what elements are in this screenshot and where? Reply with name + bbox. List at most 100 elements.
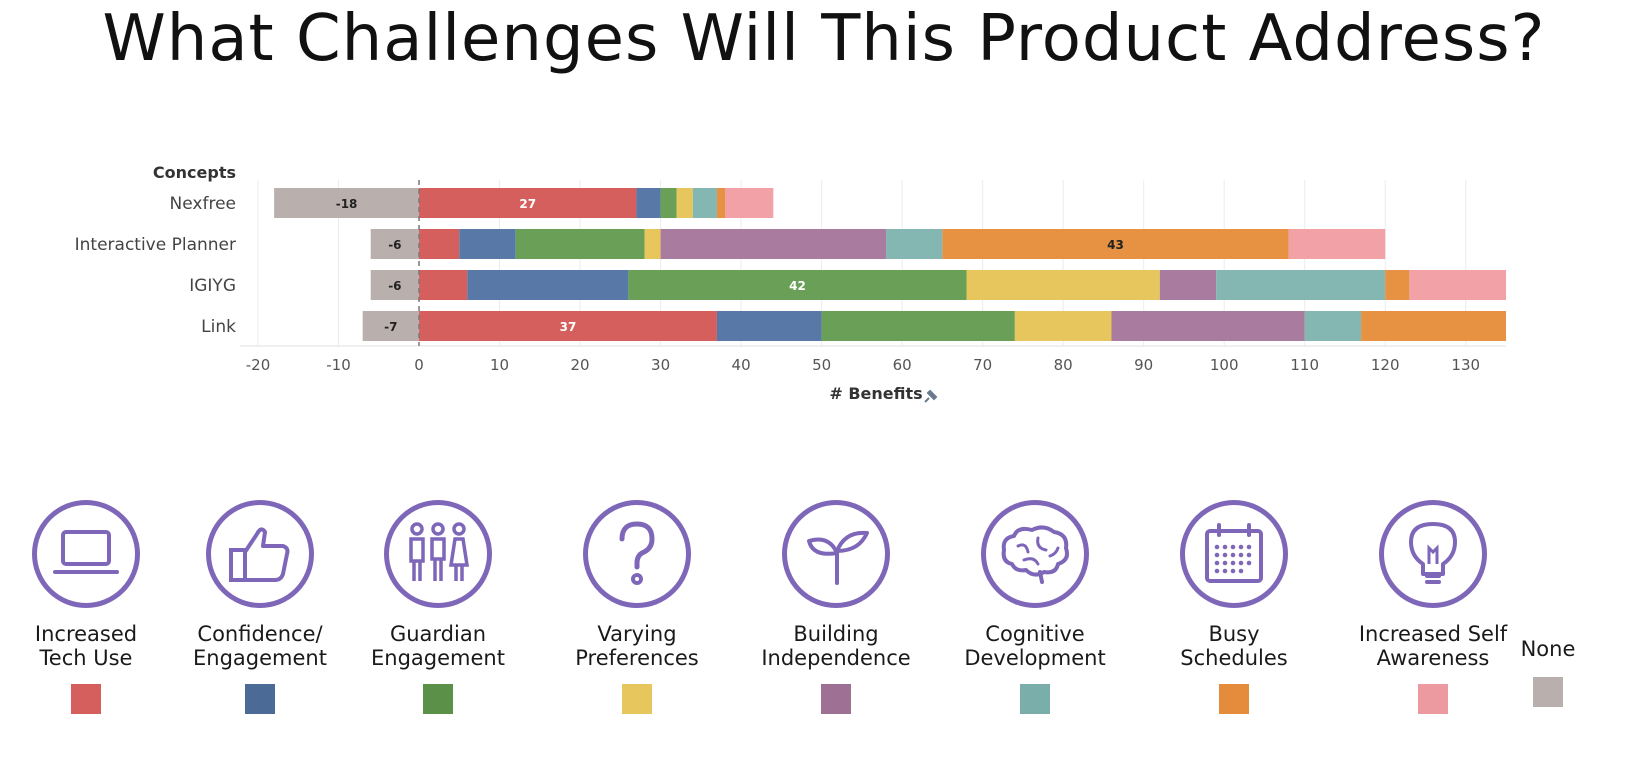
legend-swatch <box>245 684 275 714</box>
legend-item-cognitive: Cognitive Development <box>935 500 1135 714</box>
legend-swatch <box>1219 684 1249 714</box>
x-tick-label: 10 <box>490 356 509 374</box>
x-tick-label: 100 <box>1210 356 1239 374</box>
thumbs-up-icon <box>206 500 314 608</box>
lightbulb-icon <box>1379 500 1487 608</box>
legend-label: Increased Tech Use <box>34 622 138 670</box>
bar-segment <box>716 188 725 218</box>
legend-item-independence: Building Independence <box>736 500 936 714</box>
x-tick-label: 130 <box>1451 356 1480 374</box>
bar-segment <box>1159 270 1217 300</box>
legend-item-tech-use: Increased Tech Use <box>0 500 186 714</box>
x-tick-label: 110 <box>1290 356 1319 374</box>
data-label: 37 <box>560 320 577 334</box>
bar-segment <box>274 188 420 218</box>
x-tick-label: 90 <box>1134 356 1153 374</box>
bar-segment <box>942 229 1289 259</box>
bar-segment <box>515 229 645 259</box>
legend-label: Building Independence <box>761 622 911 670</box>
bar-segment <box>1288 229 1386 259</box>
bar-segment <box>1409 270 1506 300</box>
bar-segment <box>660 229 887 259</box>
bar-segment <box>370 229 420 259</box>
bar-segment <box>821 311 1015 341</box>
bar-segment <box>1111 311 1305 341</box>
legend-label: Increased Self Awareness <box>1358 622 1508 670</box>
data-label: -6 <box>388 279 401 293</box>
data-label: 42 <box>789 279 806 293</box>
bar-segment <box>467 270 629 300</box>
bar-segment <box>716 311 822 341</box>
bar-segment <box>1361 311 1506 341</box>
stacked-bar-chart: Concepts Nexfree 27 -18 Interactive Planner 4… <box>75 163 1506 403</box>
data-label: -18 <box>336 197 358 211</box>
legend-label: Cognitive Development <box>964 622 1106 670</box>
data-label: 43 <box>1107 238 1124 252</box>
bar-segment <box>1216 270 1386 300</box>
bar-segment <box>886 229 943 259</box>
bar-segment <box>419 229 460 259</box>
bar-segment <box>1304 311 1362 341</box>
pin-icon <box>924 389 938 403</box>
legend-label: Busy Schedules <box>1180 622 1288 670</box>
legend-swatch <box>821 684 851 714</box>
bar-segment <box>966 270 1160 300</box>
legend-label: Varying Preferences <box>575 622 699 670</box>
bar-segment <box>419 188 637 218</box>
page-title: What Challenges Will This Product Addres… <box>102 2 1546 76</box>
legend-swatch <box>423 684 453 714</box>
category-label: IGIYG <box>189 276 236 296</box>
bar-segment <box>419 270 468 300</box>
x-tick-label: 50 <box>812 356 831 374</box>
x-tick-label: 80 <box>1054 356 1073 374</box>
legend-label: Confidence/Engagement <box>193 622 327 670</box>
data-label: -6 <box>388 238 401 252</box>
bar-segment <box>676 188 693 218</box>
bar-segment <box>1385 270 1410 300</box>
bar-segment <box>628 270 967 300</box>
laptop-icon <box>32 500 140 608</box>
row-header: Concepts <box>153 163 236 182</box>
category-label: Interactive Planner <box>75 235 236 255</box>
bar-segment <box>724 188 774 218</box>
legend-item-confidence: Confidence/Engagement <box>160 500 360 714</box>
family-icon <box>384 500 492 608</box>
brain-icon <box>981 500 1089 608</box>
legend-swatch <box>1418 684 1448 714</box>
x-tick-label: 0 <box>414 356 424 374</box>
legend-item-varying: Varying Preferences <box>537 500 737 714</box>
x-tick-label: 70 <box>973 356 992 374</box>
legend-item-none: None <box>1488 637 1608 707</box>
bar-segment <box>370 270 420 300</box>
legend-label: None <box>1520 637 1576 661</box>
bar-segment <box>644 229 661 259</box>
legend: Increased Tech Use Confidence/Engagement <box>0 500 1648 750</box>
legend-swatch <box>1533 677 1563 707</box>
sprout-icon <box>782 500 890 608</box>
x-tick-label: 120 <box>1371 356 1400 374</box>
legend-swatch <box>71 684 101 714</box>
category-label: Nexfree <box>170 194 236 214</box>
legend-item-guardian: Guardian Engagement <box>338 500 538 714</box>
bar-segment <box>1014 311 1112 341</box>
bar-segment <box>692 188 717 218</box>
x-tick-label: 30 <box>651 356 670 374</box>
category-label: Link <box>201 317 236 337</box>
legend-item-self-awareness: Increased Self Awareness <box>1333 500 1533 714</box>
x-tick-label: -10 <box>326 356 351 374</box>
x-axis-title: # Benefits <box>829 384 922 403</box>
legend-label: Guardian Engagement <box>371 622 505 670</box>
legend-swatch <box>1020 684 1050 714</box>
bar-segment <box>362 311 420 341</box>
calendar-icon <box>1180 500 1288 608</box>
x-tick-label: 60 <box>893 356 912 374</box>
x-tick-label: 40 <box>732 356 751 374</box>
bar-segment <box>660 188 677 218</box>
bar-segment <box>459 229 516 259</box>
x-tick-label: 20 <box>571 356 590 374</box>
bar-segment <box>419 311 717 341</box>
question-mark-icon <box>583 500 691 608</box>
data-label: -7 <box>384 320 397 334</box>
legend-swatch <box>622 684 652 714</box>
data-label: 27 <box>519 197 536 211</box>
